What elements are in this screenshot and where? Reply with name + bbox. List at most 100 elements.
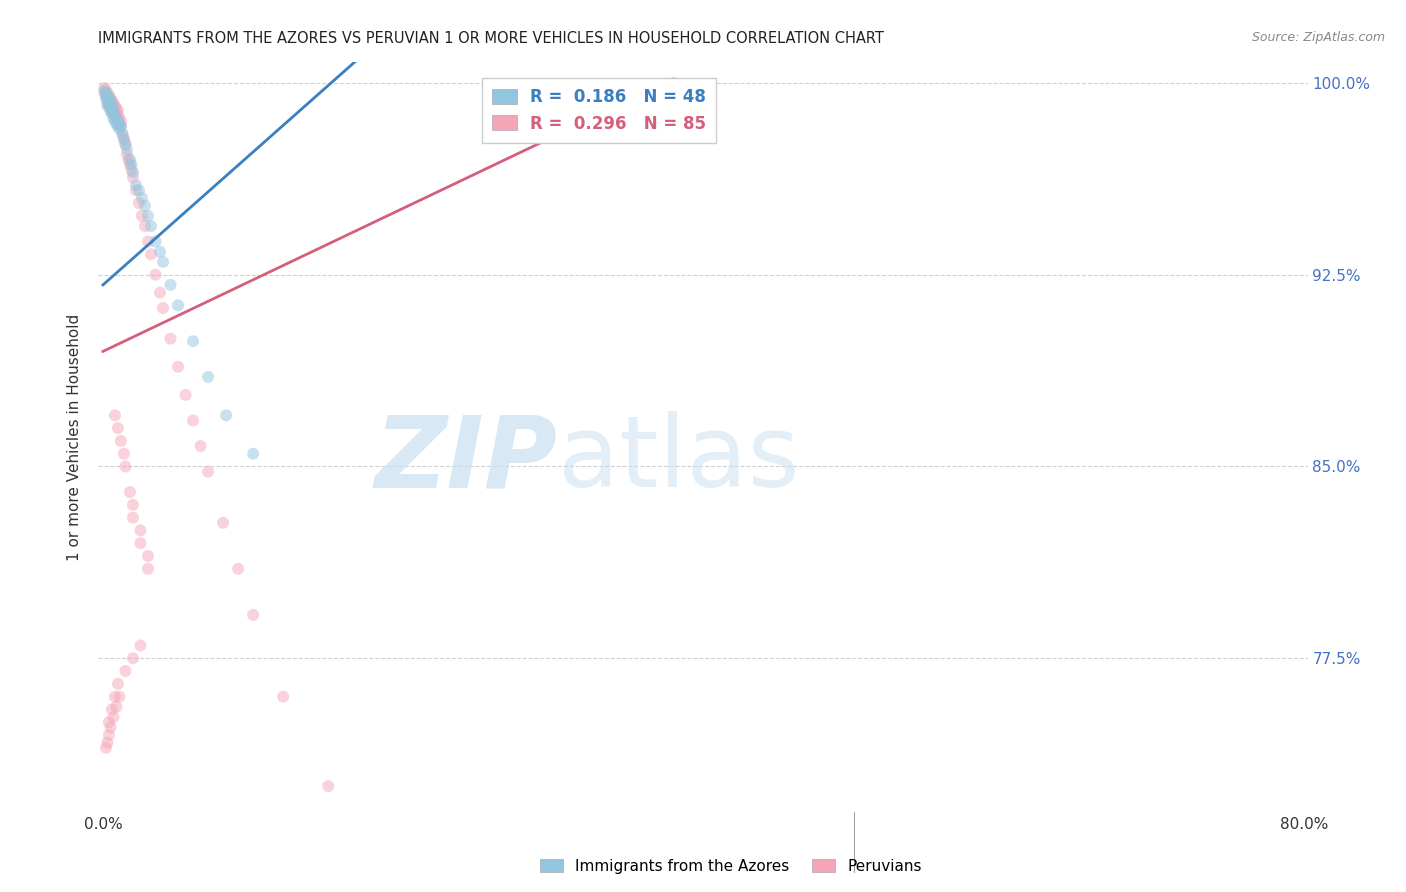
- Point: [129, 536, 152, 550]
- Point: [96, 91, 118, 105]
- Point: [94, 84, 117, 98]
- Point: [117, 153, 139, 167]
- Point: [96, 86, 118, 100]
- Point: [111, 127, 134, 141]
- Point: [122, 170, 145, 185]
- Point: [136, 562, 159, 576]
- Point: [134, 199, 156, 213]
- Point: [101, 99, 124, 113]
- Point: [110, 120, 132, 134]
- Point: [174, 388, 197, 402]
- Point: [129, 639, 152, 653]
- Point: [242, 607, 264, 622]
- Point: [103, 112, 125, 126]
- Point: [105, 106, 128, 120]
- Point: [103, 102, 125, 116]
- Point: [97, 88, 120, 103]
- Point: [122, 498, 145, 512]
- Point: [159, 277, 181, 292]
- Point: [103, 710, 125, 724]
- Point: [107, 120, 129, 134]
- Point: [93, 86, 115, 100]
- Point: [104, 690, 127, 704]
- Point: [105, 117, 128, 131]
- Point: [212, 516, 235, 530]
- Point: [93, 84, 115, 98]
- Point: [114, 664, 136, 678]
- Point: [112, 447, 135, 461]
- Point: [105, 112, 128, 126]
- Point: [105, 699, 128, 714]
- Point: [112, 132, 135, 146]
- Point: [122, 510, 145, 524]
- Point: [96, 99, 118, 113]
- Point: [112, 132, 135, 146]
- Point: [103, 106, 125, 120]
- Point: [101, 106, 124, 120]
- Point: [128, 196, 150, 211]
- Point: [101, 94, 124, 108]
- Point: [97, 99, 120, 113]
- Point: [107, 421, 129, 435]
- Point: [100, 94, 122, 108]
- Point: [107, 677, 129, 691]
- Point: [242, 447, 264, 461]
- Point: [93, 81, 115, 95]
- Point: [149, 285, 172, 300]
- Point: [181, 334, 204, 348]
- Point: [101, 96, 124, 111]
- Point: [110, 120, 132, 134]
- Point: [131, 191, 153, 205]
- Point: [181, 413, 204, 427]
- Point: [105, 102, 128, 116]
- Point: [100, 91, 122, 105]
- Point: [128, 183, 150, 197]
- Point: [111, 127, 134, 141]
- Point: [316, 779, 339, 793]
- Point: [103, 102, 125, 116]
- Point: [197, 465, 219, 479]
- Point: [118, 158, 141, 172]
- Point: [114, 459, 136, 474]
- Point: [94, 88, 117, 103]
- Point: [145, 268, 167, 282]
- Point: [167, 359, 190, 374]
- Point: [271, 690, 294, 704]
- Point: [108, 117, 131, 131]
- Point: [96, 736, 118, 750]
- Point: [104, 109, 127, 123]
- Point: [136, 209, 159, 223]
- Point: [136, 235, 159, 249]
- Point: [149, 244, 172, 259]
- Point: [101, 102, 124, 116]
- Point: [100, 96, 122, 111]
- Point: [101, 103, 124, 118]
- Point: [104, 114, 127, 128]
- Point: [103, 106, 125, 120]
- Point: [139, 247, 162, 261]
- Point: [110, 434, 132, 448]
- Text: IMMIGRANTS FROM THE AZORES VS PERUVIAN 1 OR MORE VEHICLES IN HOUSEHOLD CORRELATI: IMMIGRANTS FROM THE AZORES VS PERUVIAN 1…: [98, 31, 884, 46]
- Point: [97, 715, 120, 730]
- Point: [100, 720, 122, 734]
- Legend: Immigrants from the Azores, Peruvians: Immigrants from the Azores, Peruvians: [534, 853, 928, 880]
- Point: [152, 301, 174, 315]
- Point: [115, 142, 138, 156]
- Point: [97, 91, 120, 105]
- Point: [97, 728, 120, 742]
- Point: [103, 96, 125, 111]
- Point: [107, 114, 129, 128]
- Point: [118, 485, 141, 500]
- Legend: R =  0.186   N = 48, R =  0.296   N = 85: R = 0.186 N = 48, R = 0.296 N = 85: [482, 78, 716, 143]
- Point: [100, 102, 122, 116]
- Point: [104, 99, 127, 113]
- Point: [139, 219, 162, 233]
- Point: [94, 91, 117, 105]
- Point: [121, 162, 143, 177]
- Point: [96, 88, 118, 103]
- Point: [159, 332, 181, 346]
- Point: [100, 99, 122, 113]
- Point: [167, 298, 190, 312]
- Point: [226, 562, 249, 576]
- Point: [118, 153, 141, 167]
